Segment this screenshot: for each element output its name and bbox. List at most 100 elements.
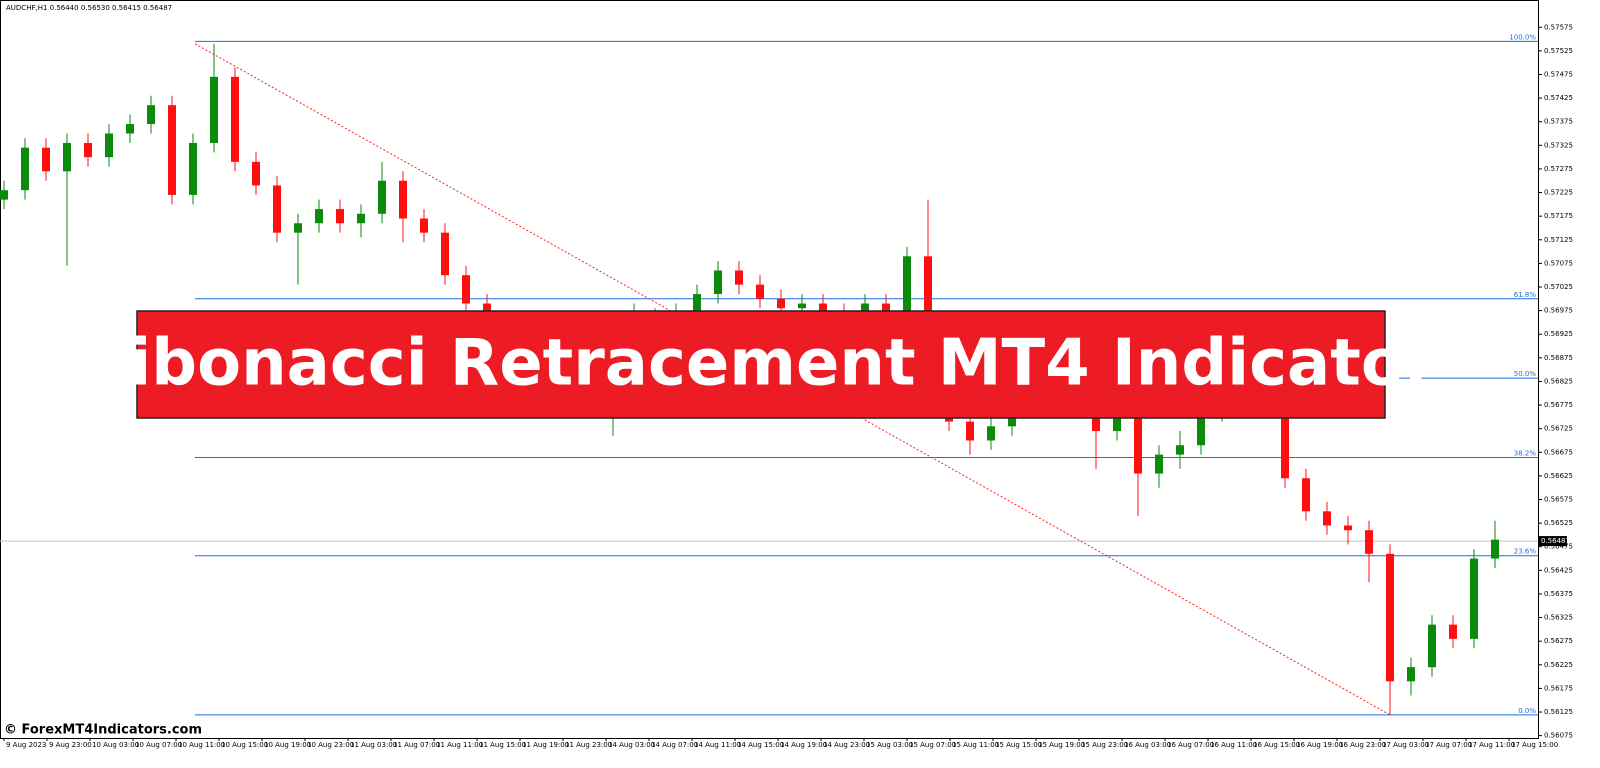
x-tick-label: 16 Aug 23:00 [1339,741,1386,749]
current-price-box [1539,536,1567,547]
fib-label: 50.0% [1514,370,1537,378]
candle-body [1323,511,1331,526]
candle-body [1407,667,1415,682]
candle-body [903,256,911,313]
candle-body [1155,454,1163,474]
current-price-label: 0.56487 [1541,537,1570,545]
y-tick-label: 0.56625 [1544,472,1573,480]
candle-body [420,218,428,233]
x-tick-label: 14 Aug 15:00 [737,741,784,749]
candle-body [1302,478,1310,512]
x-tick-label: 17 Aug 15:00 [1511,741,1558,749]
x-tick-label: 15 Aug 15:00 [995,741,1042,749]
y-tick-label: 0.56825 [1544,377,1573,385]
y-tick-label: 0.56675 [1544,448,1573,456]
y-tick-label: 0.57075 [1544,259,1573,267]
candle-body [1365,530,1373,554]
y-tick-label: 0.56275 [1544,637,1573,645]
x-tick-label: 10 Aug 07:00 [135,741,182,749]
candle-body [966,421,974,441]
y-tick-label: 0.56425 [1544,566,1573,574]
y-tick-label: 0.57325 [1544,141,1573,149]
candle-body [798,303,806,309]
x-tick-label: 11 Aug 19:00 [522,741,569,749]
candle-body [693,294,701,313]
watermark: © ForexMT4Indicators.com [4,723,202,738]
y-tick-label: 0.57375 [1544,118,1573,126]
candle-body [1281,407,1289,479]
y-tick-label: 0.56875 [1544,354,1573,362]
banner [136,310,1386,419]
candle-body [987,426,995,441]
x-tick-label: 9 Aug 23:00 [49,741,92,749]
candle-body [357,213,365,224]
fib-label: 38.2% [1514,449,1537,457]
y-tick-label: 0.57275 [1544,165,1573,173]
candle-body [1428,624,1436,668]
x-tick-label: 15 Aug 07:00 [909,741,956,749]
candle-body [819,303,827,313]
candle-body [336,209,344,224]
fib-label: 61.8% [1514,291,1537,299]
y-tick-label: 0.57525 [1544,47,1573,55]
y-tick-label: 0.56075 [1544,732,1573,740]
candle-body [1386,553,1394,682]
x-tick-label: 16 Aug 07:00 [1167,741,1214,749]
candle-body [924,256,932,347]
candle-body [1491,539,1499,559]
y-tick-label: 0.56925 [1544,330,1573,338]
y-tick-label: 0.56525 [1544,519,1573,527]
x-tick-label: 10 Aug 23:00 [307,741,354,749]
x-tick-label: 14 Aug 19:00 [780,741,827,749]
x-tick-label: 17 Aug 11:00 [1468,741,1515,749]
y-tick-label: 0.57125 [1544,236,1573,244]
x-tick-label: 9 Aug 2023 [6,741,46,749]
candle-body [462,275,470,304]
y-tick-label: 0.56575 [1544,496,1573,504]
candle-body [252,161,260,186]
y-tick-label: 0.57575 [1544,23,1573,31]
x-tick-label: 15 Aug 19:00 [1038,741,1085,749]
y-tick-label: 0.57475 [1544,70,1573,78]
candle-body [42,147,50,172]
candle-body [168,105,176,195]
x-tick-label: 15 Aug 11:00 [952,741,999,749]
y-tick-label: 0.56775 [1544,401,1573,409]
x-tick-label: 10 Aug 19:00 [264,741,311,749]
banner-title: Fibonacci Retracement MT4 Indicator [86,327,1437,401]
x-tick-label: 11 Aug 23:00 [565,741,612,749]
x-tick-label: 11 Aug 03:00 [350,741,397,749]
x-tick-label: 11 Aug 15:00 [479,741,526,749]
y-tick-label: 0.56325 [1544,614,1573,622]
candle-body [126,124,134,134]
candle-body [105,133,113,158]
candle-body [756,284,764,299]
candle-body [210,76,218,143]
candle-body [399,180,407,219]
y-tick-label: 0.56975 [1544,307,1573,315]
x-tick-label: 11 Aug 11:00 [436,741,483,749]
x-tick-label: 15 Aug 03:00 [866,741,913,749]
x-tick-label: 17 Aug 07:00 [1425,741,1472,749]
y-tick-label: 0.56175 [1544,684,1573,692]
candle-body [21,147,29,191]
x-tick-label: 10 Aug 15:00 [221,741,268,749]
x-tick-label: 17 Aug 03:00 [1382,741,1429,749]
candle-body [189,142,197,195]
fib-label: 23.6% [1514,548,1537,556]
candle-body [882,303,890,313]
y-tick-label: 0.56125 [1544,708,1573,716]
candle-body [1176,445,1184,455]
x-tick-label: 16 Aug 11:00 [1210,741,1257,749]
y-tick-label: 0.57225 [1544,189,1573,197]
candle-body [1449,624,1457,639]
candle-body [147,105,155,125]
candle-body [315,209,323,224]
candle-body [378,180,386,214]
candle-body [1134,416,1142,474]
x-tick-label: 14 Aug 11:00 [694,741,741,749]
candle-body [231,76,239,162]
x-tick-label: 10 Aug 11:00 [178,741,225,749]
